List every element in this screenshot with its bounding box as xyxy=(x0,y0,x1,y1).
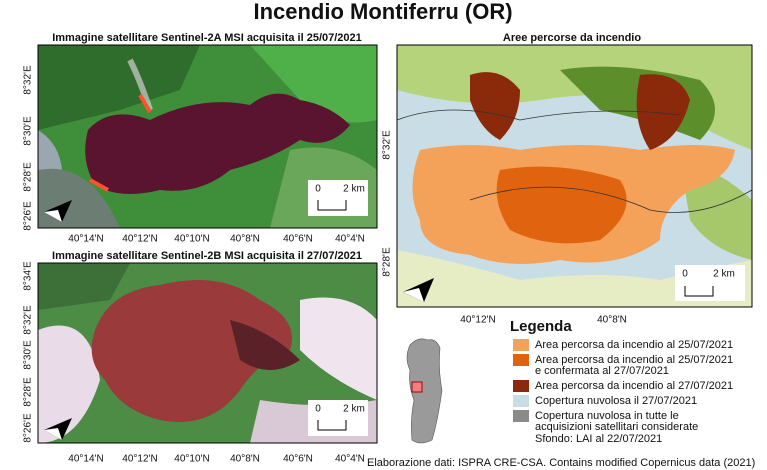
x-axis-label: 40°4'N xyxy=(335,234,365,245)
y-axis-label: 8°32'E xyxy=(23,65,34,95)
x-axis-label: 40°14'N xyxy=(68,454,103,465)
north-arrow xyxy=(403,278,434,302)
legend-title: Legenda xyxy=(510,318,572,335)
scale-bar: 0 2 km xyxy=(308,400,368,436)
credit: Elaborazione dati: ISPRA CRE-CSA. Contai… xyxy=(367,457,755,469)
legend-swatch xyxy=(513,410,529,422)
x-axis-label: 40°6'N xyxy=(283,234,313,245)
legend-label: e confermata al 27/07/2021 xyxy=(535,365,669,377)
burned-area-map xyxy=(397,45,752,307)
panel-title: Immagine satellitare Sentinel-2B MSI acq… xyxy=(52,250,362,262)
legend-label: acquisizioni satellitari considerate xyxy=(535,421,698,433)
page-title: Incendio Montiferru (OR) xyxy=(253,0,512,24)
frame xyxy=(396,44,753,308)
legend-label: Area percorsa da incendio al 25/07/2021 xyxy=(535,339,733,351)
y-axis-label: 8°28'E xyxy=(23,377,34,407)
scale-distance: 2 km xyxy=(713,269,735,280)
legend-label: Copertura nuvolosa il 27/07/2021 xyxy=(535,395,697,407)
y-axis-label: 8°32'E xyxy=(23,305,34,335)
scale-zero: 0 xyxy=(315,184,321,195)
frame xyxy=(37,262,378,444)
y-axis-label: 8°26'E xyxy=(23,201,34,231)
y-axis-label: 8°34'E xyxy=(23,261,34,291)
satellite-image-2 xyxy=(38,263,377,443)
legend: Area percorsa da incendio al 25/07/2021 A… xyxy=(513,339,733,433)
scale-zero: 0 xyxy=(315,404,321,415)
panel-title: Aree percorse da incendio xyxy=(503,32,641,44)
x-axis-label: 40°8'N xyxy=(597,315,627,326)
scale-bar: 0 2 km xyxy=(308,180,368,216)
frame xyxy=(37,44,378,229)
legend-label: Area percorsa da incendio al 25/07/2021 xyxy=(535,354,733,366)
x-axis-label: 40°4'N xyxy=(335,454,365,465)
x-axis-label: 40°12'N xyxy=(122,234,157,245)
legend-swatch xyxy=(513,380,529,392)
legend-note: Sfondo: LAI al 22/07/2021 xyxy=(535,433,662,445)
x-axis-label: 40°6'N xyxy=(283,454,313,465)
legend-label: Copertura nuvolosa in tutte le xyxy=(535,410,679,422)
y-axis-label: 8°32'E xyxy=(382,130,393,160)
legend-swatch xyxy=(513,395,529,407)
x-axis-label: 40°12'N xyxy=(460,315,495,326)
y-axis-label: 8°30'E xyxy=(23,116,34,146)
x-axis-label: 40°10'N xyxy=(174,454,209,465)
north-arrow xyxy=(44,418,72,440)
x-axis-label: 40°10'N xyxy=(174,234,209,245)
x-axis-label: 40°12'N xyxy=(122,454,157,465)
x-axis-label: 40°8'N xyxy=(230,234,260,245)
scale-distance: 2 km xyxy=(343,404,365,415)
y-axis-label: 8°30'E xyxy=(23,340,34,370)
y-axis-label: 8°26'E xyxy=(23,413,34,443)
north-arrow xyxy=(44,200,72,222)
y-axis-label: 8°28'E xyxy=(23,162,34,192)
x-axis-label: 40°8'N xyxy=(230,454,260,465)
legend-swatch xyxy=(513,339,529,351)
scale-distance: 2 km xyxy=(343,184,365,195)
y-axis-label: 8°28'E xyxy=(382,247,393,277)
panel-title: Immagine satellitare Sentinel-2A MSI acq… xyxy=(52,32,362,44)
legend-label: Area percorsa da incendio al 27/07/2021 xyxy=(535,380,733,392)
scale-bar: 0 2 km xyxy=(675,265,745,301)
legend-swatch xyxy=(513,354,529,366)
inset-map xyxy=(406,338,443,444)
x-axis-label: 40°14'N xyxy=(68,234,103,245)
scale-zero: 0 xyxy=(682,269,688,280)
